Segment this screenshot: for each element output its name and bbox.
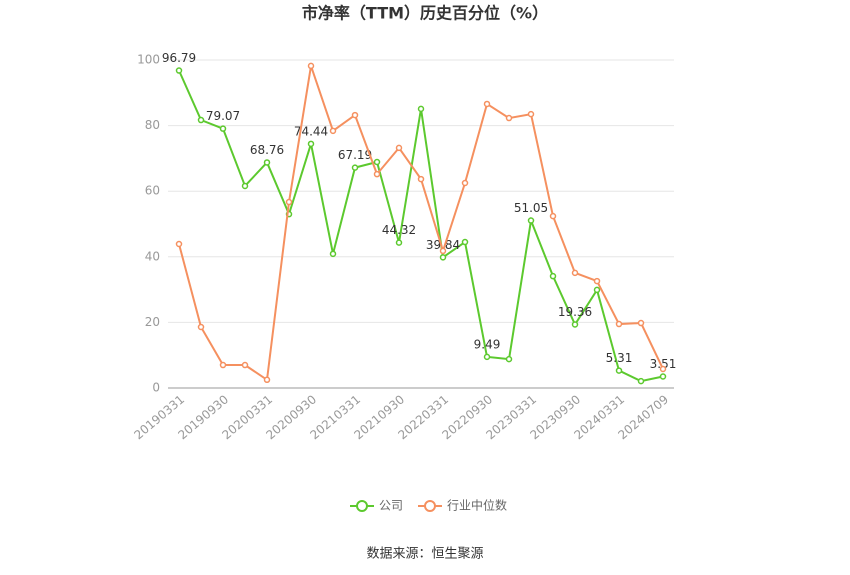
point (615, 320, 623, 328)
point (219, 361, 227, 369)
point (395, 144, 403, 152)
point (373, 158, 381, 166)
legend-marker (356, 500, 368, 512)
legend-marker (424, 500, 436, 512)
point (527, 217, 535, 224)
point (417, 105, 425, 113)
point (307, 140, 315, 148)
value-label: 5.31 (606, 351, 633, 365)
y-tick-label: 100 (137, 53, 160, 67)
point (197, 323, 205, 331)
value-label: 3.51 (650, 357, 677, 371)
point (461, 238, 469, 246)
legend-label: 行业中位数 (447, 498, 507, 513)
point (285, 198, 293, 206)
point (351, 111, 359, 119)
point (571, 269, 579, 277)
point (395, 239, 403, 246)
point (571, 321, 579, 328)
point (329, 127, 337, 135)
point (219, 125, 227, 132)
point (659, 365, 667, 373)
point (483, 100, 491, 108)
legend-label: 公司 (379, 499, 403, 513)
y-tick-label: 80 (145, 118, 160, 132)
point (483, 353, 491, 361)
point (439, 254, 447, 261)
point (373, 170, 381, 178)
series-line (178, 70, 664, 383)
y-tick-label: 0 (152, 381, 160, 395)
point (549, 272, 557, 280)
point (593, 286, 601, 294)
y-tick-label: 40 (145, 249, 160, 263)
point (351, 164, 359, 171)
point (505, 355, 513, 363)
point (615, 367, 623, 374)
chart-title: 市净率（TTM）历史百分位（%） (302, 4, 548, 23)
point (241, 182, 249, 190)
y-tick-label: 20 (145, 315, 160, 329)
point (505, 114, 513, 122)
value-label: 74.44 (294, 124, 328, 138)
value-label: 96.79 (162, 51, 196, 65)
source-note: 数据来源：恒生聚源 (366, 547, 483, 562)
point (175, 67, 183, 74)
value-label: 68.76 (250, 143, 284, 157)
point (263, 376, 271, 384)
value-label: 51.05 (514, 201, 548, 215)
point (527, 110, 535, 118)
point (659, 373, 667, 380)
point (329, 250, 337, 258)
value-label: 44.32 (382, 223, 416, 237)
point (307, 62, 315, 70)
value-label: 19.36 (558, 305, 592, 319)
point (263, 159, 271, 166)
point (461, 179, 469, 187)
point (549, 212, 557, 220)
point (637, 319, 645, 327)
point (417, 175, 425, 183)
point (175, 240, 183, 248)
value-label: 67.19 (338, 148, 372, 162)
y-tick-label: 60 (145, 184, 160, 198)
value-label: 79.07 (206, 109, 240, 123)
point (241, 361, 249, 369)
value-label: 9.49 (474, 337, 501, 351)
point (439, 247, 447, 255)
point (593, 277, 601, 285)
value-label: 39.84 (426, 238, 460, 252)
point (637, 377, 645, 385)
point (197, 116, 205, 124)
